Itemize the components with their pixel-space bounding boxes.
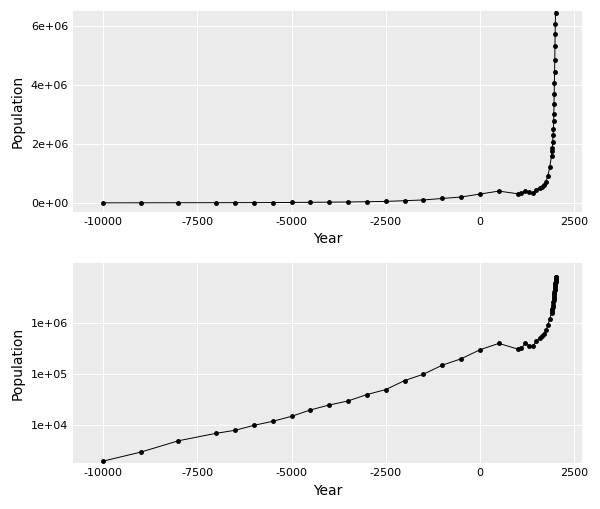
Y-axis label: Population: Population xyxy=(11,327,25,400)
X-axis label: Year: Year xyxy=(313,232,342,246)
X-axis label: Year: Year xyxy=(313,484,342,498)
Y-axis label: Population: Population xyxy=(11,75,25,148)
